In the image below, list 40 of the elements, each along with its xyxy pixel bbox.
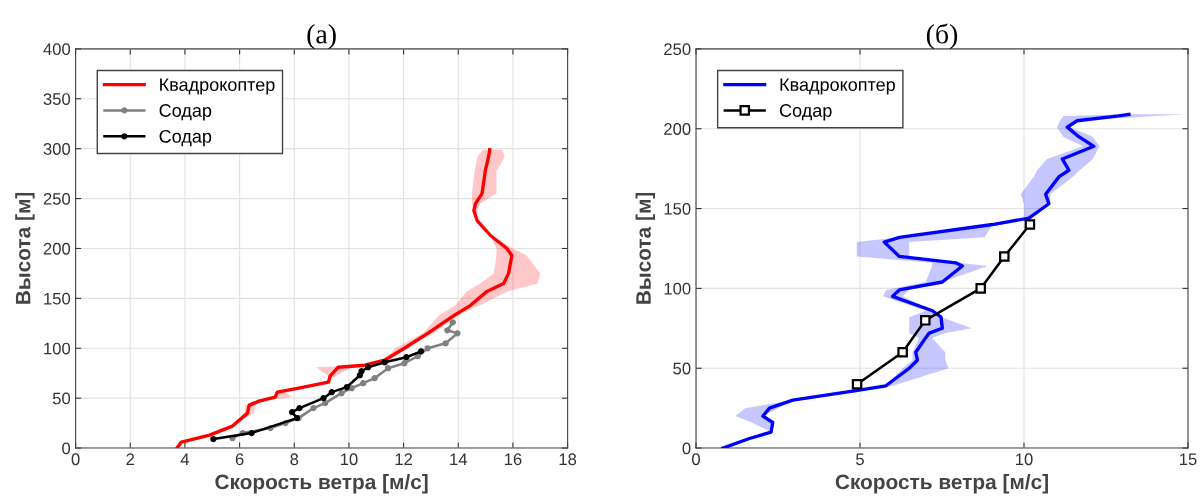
y-tick-label: 100 xyxy=(664,282,691,295)
y-axis-title: Высота [м] xyxy=(635,192,655,304)
y-tick-label: 0 xyxy=(62,442,71,455)
legend-label: Содар xyxy=(779,104,832,121)
y-tick-label: 200 xyxy=(43,242,71,255)
legend-label: Содар xyxy=(159,129,212,147)
legend-label: Квадрокоптер xyxy=(160,78,275,95)
y-tick-label: 150 xyxy=(664,202,691,215)
legend-label: Содар xyxy=(159,104,212,121)
y-tick-label: 50 xyxy=(52,392,71,405)
y-tick-label: 350 xyxy=(43,93,71,105)
y-tick-label: 0 xyxy=(682,442,691,455)
legend-label: Квадрокоптер xyxy=(780,78,895,95)
x-tick-label: 14 xyxy=(450,453,468,465)
y-tick-label: 250 xyxy=(43,192,71,205)
x-tick-label: 10 xyxy=(1016,453,1033,466)
x-tick-label: 12 xyxy=(395,453,413,465)
x-tick-label: 2 xyxy=(126,453,135,465)
x-tick-label: 5 xyxy=(856,453,864,466)
x-tick-label: 16 xyxy=(504,453,522,466)
x-tick-label: 4 xyxy=(180,453,190,465)
y-tick-label: 400 xyxy=(43,43,71,56)
y-tick-label: 50 xyxy=(673,362,691,375)
y-tick-label: 150 xyxy=(44,292,71,305)
x-tick-label: 6 xyxy=(235,453,244,466)
x-tick-label: 18 xyxy=(559,453,577,466)
y-tick-label: 300 xyxy=(43,143,71,155)
x-tick-label: 15 xyxy=(1180,453,1197,466)
x-tick-label: 0 xyxy=(71,453,80,466)
chart-title: (а) xyxy=(307,24,336,50)
x-tick-label: 8 xyxy=(290,453,299,466)
y-tick-label: 200 xyxy=(664,123,691,135)
y-tick-label: 250 xyxy=(664,43,691,56)
x-axis-title: Скорость ветра [м/с] xyxy=(835,474,1048,494)
y-axis-title: Высота [м] xyxy=(15,192,35,304)
chart-title: (б) xyxy=(926,23,958,50)
y-tick-label: 100 xyxy=(44,342,71,355)
x-axis-title: Скорость ветра [м/с] xyxy=(215,474,428,494)
x-tick-label: 0 xyxy=(692,453,700,466)
x-tick-label: 10 xyxy=(340,453,358,466)
